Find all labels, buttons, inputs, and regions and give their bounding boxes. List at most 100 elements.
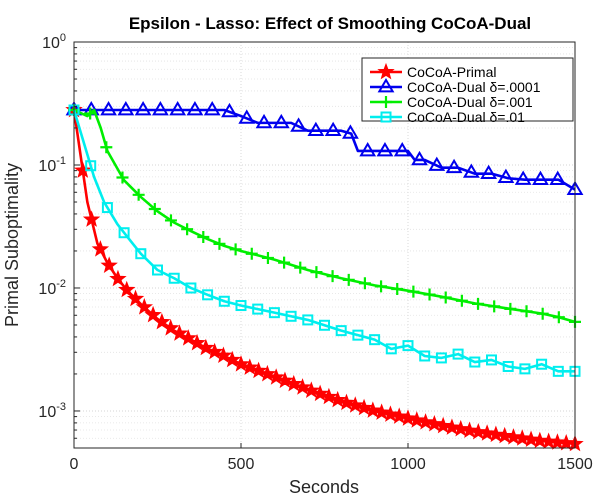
series-marker xyxy=(135,248,147,260)
series-marker xyxy=(358,277,371,290)
series-marker xyxy=(385,343,397,355)
series-marker xyxy=(267,368,285,385)
series-marker xyxy=(480,164,498,180)
series-marker xyxy=(552,365,564,377)
legend-label: CoCoA-Dual δ=.01 xyxy=(407,109,525,125)
series-marker xyxy=(168,272,180,284)
series-marker xyxy=(213,237,226,250)
series-marker xyxy=(536,307,549,320)
series-marker xyxy=(117,101,135,116)
series-marker xyxy=(411,150,428,166)
series-marker xyxy=(218,295,230,307)
series-marker xyxy=(486,354,497,366)
series-marker xyxy=(425,414,444,432)
series-marker xyxy=(197,338,215,356)
x-tick-label: 1500 xyxy=(557,456,593,473)
series-marker xyxy=(428,156,446,171)
series-marker xyxy=(460,421,479,439)
legend-label: CoCoA-Primal xyxy=(407,64,496,80)
x-tick-label: 0 xyxy=(70,456,79,473)
series-marker xyxy=(164,214,177,227)
series-marker xyxy=(249,361,268,379)
series-marker xyxy=(272,113,290,129)
series-marker xyxy=(116,171,129,184)
series-marker xyxy=(549,170,567,185)
series-marker xyxy=(445,158,463,174)
series-marker xyxy=(185,282,197,294)
series-marker xyxy=(161,319,180,336)
axis-ticks: 0 500 1000 1500 10-3 10-2 10-1 100 xyxy=(38,32,592,473)
series-marker xyxy=(148,203,161,216)
series-marker xyxy=(203,101,221,116)
series-marker xyxy=(513,429,531,446)
series-marker xyxy=(519,363,531,375)
series-marker xyxy=(364,401,382,418)
series-line xyxy=(73,108,576,324)
series-marker xyxy=(179,329,197,346)
series-marker xyxy=(109,269,127,287)
series-marker xyxy=(435,352,447,364)
series-marker xyxy=(232,355,250,372)
series-3 xyxy=(68,104,581,377)
series-marker xyxy=(223,350,241,368)
series-marker xyxy=(302,381,321,398)
series-marker xyxy=(335,325,347,337)
series-marker xyxy=(504,428,523,445)
series-marker xyxy=(181,223,194,236)
series-marker xyxy=(241,358,259,375)
x-tick-label: 1000 xyxy=(390,456,426,473)
series-marker xyxy=(214,346,233,364)
series-marker xyxy=(85,160,97,172)
series-marker xyxy=(132,188,145,201)
series-2 xyxy=(68,103,581,328)
chart-title: Epsilon - Lasso: Effect of Smoothing CoC… xyxy=(129,14,531,33)
series-marker xyxy=(294,261,307,274)
series-marker xyxy=(261,251,274,264)
series-marker xyxy=(169,101,187,116)
series-marker xyxy=(342,273,355,286)
legend-marker xyxy=(380,96,392,108)
series-marker xyxy=(419,350,431,362)
series-marker xyxy=(268,307,280,319)
series-marker xyxy=(235,300,247,312)
legend-label: CoCoA-Dual δ=.001 xyxy=(407,94,533,110)
series-marker xyxy=(84,107,97,120)
series-marker xyxy=(307,121,325,137)
series-marker xyxy=(285,374,303,392)
series-marker xyxy=(391,282,404,295)
series-marker xyxy=(557,433,575,451)
series-marker xyxy=(531,431,549,449)
series-marker xyxy=(255,113,273,129)
series-marker xyxy=(238,109,256,124)
y-axis-label: Primal Suboptimality xyxy=(2,163,22,327)
series-marker xyxy=(399,409,417,426)
series-marker xyxy=(536,358,548,370)
plot-frame xyxy=(73,41,576,449)
series-marker xyxy=(144,305,162,323)
series-marker xyxy=(497,168,515,183)
series-marker xyxy=(100,141,113,154)
series-marker xyxy=(100,256,118,273)
series-marker xyxy=(390,407,408,424)
series-marker xyxy=(369,334,381,346)
series-marker xyxy=(221,102,238,118)
series-marker xyxy=(197,230,210,243)
series-marker xyxy=(170,324,189,341)
series-marker xyxy=(152,264,163,276)
series-marker xyxy=(487,425,505,443)
series-marker xyxy=(311,384,329,402)
series-marker xyxy=(101,202,113,214)
series-marker xyxy=(342,124,359,139)
series-marker xyxy=(552,311,565,324)
series-marker xyxy=(134,101,152,116)
series-marker xyxy=(153,312,171,330)
series-marker xyxy=(452,419,470,437)
series-marker xyxy=(495,426,514,444)
series-marker xyxy=(376,142,394,157)
series-marker xyxy=(290,117,307,132)
series-marker xyxy=(472,297,485,310)
series-marker xyxy=(278,256,291,269)
legend-marker xyxy=(377,62,395,80)
series-marker xyxy=(355,398,373,416)
